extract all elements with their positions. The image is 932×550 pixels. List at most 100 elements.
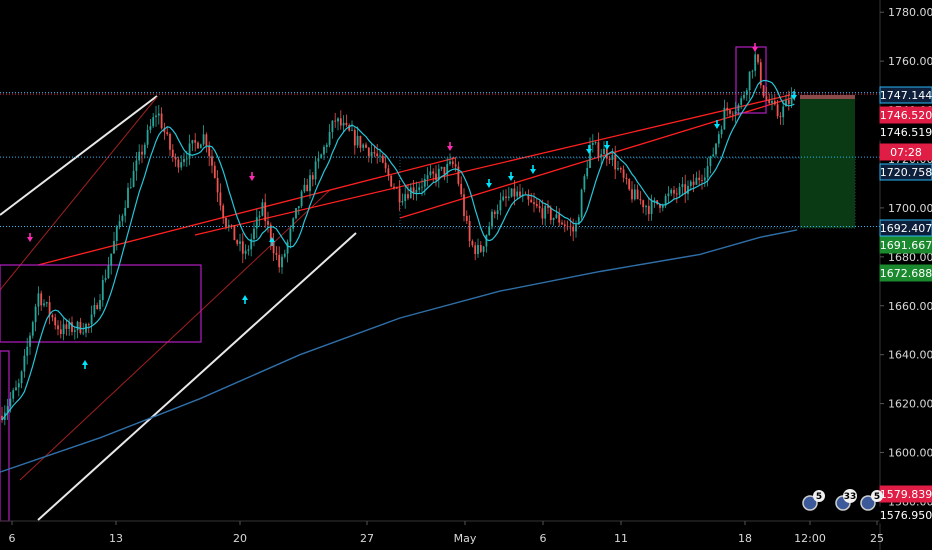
candle-body [353,129,356,146]
candle-body [625,177,628,180]
candle-body [790,95,793,105]
price-tag [879,506,932,524]
candle-body [561,222,563,225]
candle-body [636,189,639,200]
candle-body [26,346,29,356]
candle-body [65,324,68,329]
candle-body [600,154,603,157]
y-tick-label: 1600.000 [888,447,932,460]
candle-body [754,54,757,71]
candle-body [272,242,275,254]
candle-body [141,151,143,155]
candle-body [6,406,9,413]
candle-body [659,204,661,208]
x-tick-label: 27 [360,532,374,545]
candle-body [15,387,17,391]
candle-body [180,162,183,168]
candle-body [101,280,104,301]
candle-body [171,149,174,157]
candle-body [362,144,365,148]
x-tick-label: 18 [738,532,752,545]
candle-body [267,221,269,225]
candle-body [34,306,37,323]
y-tick-label: 1660.000 [888,300,932,313]
price-tag [879,143,932,161]
candle-body [673,189,675,194]
candle-body [275,253,278,255]
candle-body [639,199,642,201]
candle-body [115,226,118,241]
candle-body [395,187,398,189]
candle-body [188,143,191,159]
candle-body [555,214,558,219]
candle-body [474,245,477,255]
price-tag-label: 1746.520 [880,109,932,122]
candle-body [409,187,412,199]
price-tag [879,219,932,237]
event-badges[interactable]: 5 33 5 [802,489,883,511]
channel-mid-line-b [19,189,331,481]
candle-body [342,122,345,126]
candle-body [675,193,678,195]
candle-body [384,162,387,169]
candle-body [765,96,768,100]
candle-body [740,98,743,105]
candle-body [222,205,225,218]
candle-body [412,187,415,193]
plot-area[interactable] [0,43,880,522]
candle-body [684,184,687,194]
x-axis-ticks[interactable]: 6 13 20 27 May 6 11 18 12:00 25 [9,521,885,545]
candle-body [71,322,73,332]
arrow-down-icon [27,233,33,242]
candle-body [205,134,208,146]
candle-body [527,194,530,200]
candle-body [771,100,773,104]
candle-body [59,329,62,334]
candles [1,47,796,426]
candle-body [463,194,465,216]
candle-body [129,186,132,188]
candle-body [614,154,617,170]
candle-body [216,177,219,193]
candle-body [12,390,15,399]
candle-body [477,244,479,255]
price-tags: 1747.144 1746.520 1746.519 07:28 1720.758 169… [879,86,932,524]
event-badge-1[interactable]: 5 [802,490,825,511]
x-tick-label: 12:00 [794,532,826,545]
event-badge-3[interactable]: 5 [860,490,883,511]
candle-body [174,156,177,160]
arrow-up-icon [242,295,248,304]
candle-body [415,190,418,193]
candle-body [404,194,407,201]
arrow-up-icon [269,237,275,246]
candle-body [563,224,566,226]
candle-body [213,165,216,178]
y-axis-ticks[interactable]: 1780.0001760.0001740.0001720.0001700.000… [880,6,932,508]
price-tag-label: 1747.144 [880,89,932,102]
candle-body [157,113,160,116]
event-badge-2[interactable]: 33 [835,489,857,511]
channel-line-lower [37,232,357,521]
candle-body [155,115,157,118]
candle-body [622,169,625,178]
candle-body [558,214,561,223]
trend-line-lower [37,157,456,266]
candle-body [440,166,443,169]
position-zone-long [800,97,855,228]
candle-body [471,240,474,246]
candle-body [628,179,631,190]
candle-body [647,205,650,215]
candle-body [485,234,488,247]
x-tick-label: 6 [540,532,547,545]
candle-body [99,300,101,310]
price-tag [879,264,932,282]
candle-body [507,196,510,199]
candle-body [169,134,171,150]
candle-body [687,185,689,194]
candle-body [96,304,99,310]
candle-body [113,240,115,254]
candle-body [104,278,107,281]
candle-body [597,142,600,157]
price-tag-label: 1672.688 [880,267,932,280]
